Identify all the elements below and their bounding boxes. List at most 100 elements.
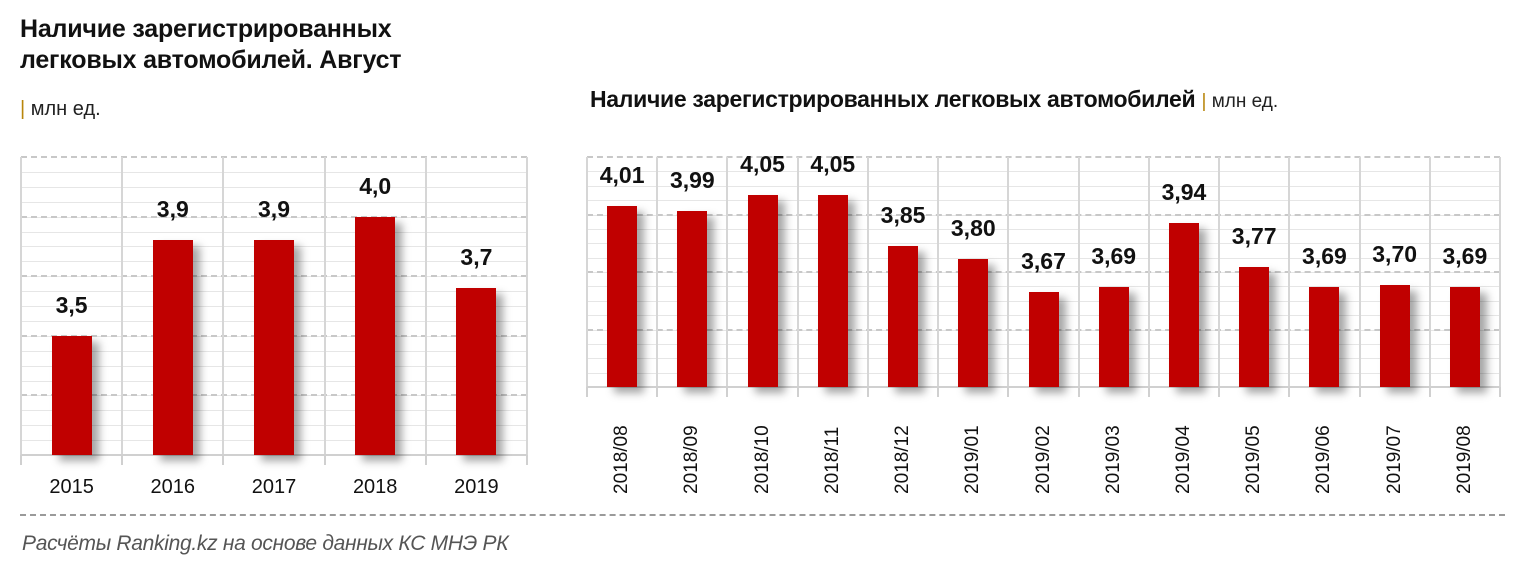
value-label: 3,94 xyxy=(1161,179,1207,206)
value-label: 3,69 xyxy=(1091,243,1137,270)
category-divider xyxy=(1288,157,1291,387)
axis-tick xyxy=(20,455,22,465)
axis-tick xyxy=(121,455,124,465)
value-label: 3,69 xyxy=(1442,243,1488,270)
category-divider xyxy=(1428,157,1431,387)
axis-tick xyxy=(726,387,729,397)
category-divider xyxy=(586,157,588,387)
category-divider xyxy=(121,157,124,455)
axis-tick xyxy=(1288,387,1291,397)
unit-label: млн ед. xyxy=(30,98,101,120)
major-gridline xyxy=(21,156,527,158)
x-axis-label: 2019/01 xyxy=(962,425,984,494)
minor-gridline xyxy=(587,200,1500,202)
category-divider xyxy=(526,157,528,455)
x-axis-label: 2019/05 xyxy=(1243,425,1265,494)
major-gridline xyxy=(587,271,1500,273)
bar xyxy=(355,216,396,455)
category-divider xyxy=(937,157,940,387)
bar xyxy=(152,240,193,455)
bar xyxy=(747,195,778,387)
value-label: 3,99 xyxy=(669,166,715,193)
axis-tick xyxy=(1358,387,1361,397)
value-label: 3,70 xyxy=(1372,240,1418,267)
value-label: 3,7 xyxy=(460,244,493,271)
x-axis-label: 2017 xyxy=(251,476,297,498)
category-divider xyxy=(866,157,869,387)
minor-gridline xyxy=(587,185,1500,187)
x-axis-label: 2018/11 xyxy=(821,426,843,494)
axis-tick xyxy=(1077,387,1080,397)
axis-tick xyxy=(1499,387,1501,397)
major-gridline xyxy=(587,213,1500,216)
category-divider xyxy=(1218,157,1221,387)
axis-tick xyxy=(1428,387,1431,397)
bar xyxy=(51,335,92,455)
left-chart-unit: | млн ед. xyxy=(20,98,101,121)
axis-tick xyxy=(586,387,588,397)
bar xyxy=(958,259,989,387)
value-label: 3,67 xyxy=(1021,248,1066,275)
value-label: 3,69 xyxy=(1302,243,1347,270)
minor-gridline xyxy=(587,228,1500,230)
category-divider xyxy=(1007,157,1010,387)
axis-tick xyxy=(656,387,659,397)
x-axis-label: 2018 xyxy=(352,476,398,498)
axis-tick xyxy=(424,455,427,465)
minor-gridline xyxy=(21,186,527,188)
right-chart-title-text: Наличие зарегистрированных легковых авто… xyxy=(590,86,1196,112)
unit-label: млн ед. xyxy=(1211,91,1279,112)
x-axis-line xyxy=(21,454,527,456)
left-chart-title-line2: легковых автомобилей. Август xyxy=(20,46,402,74)
axis-tick xyxy=(796,387,799,397)
x-axis-label: 2019/08 xyxy=(1453,425,1475,494)
left-chart-title-line1: Наличие зарегистрированных xyxy=(20,15,392,43)
value-label: 4,01 xyxy=(599,161,645,188)
value-label: 3,85 xyxy=(880,202,926,229)
left-bar-chart: 3,5 2015 3,9 2016 3,9 2017 4,0 2018 3,7 2019 xyxy=(20,156,528,498)
bar xyxy=(1309,287,1340,387)
value-label: 3,80 xyxy=(950,215,996,242)
minor-gridline xyxy=(21,231,527,233)
category-divider xyxy=(726,157,729,387)
x-axis-label: 2019/04 xyxy=(1172,425,1194,494)
minor-gridline xyxy=(21,201,527,203)
x-axis-label: 2019/06 xyxy=(1313,425,1335,494)
axis-tick xyxy=(323,455,326,465)
minor-gridline xyxy=(587,257,1500,259)
x-axis-label: 2018/09 xyxy=(681,425,703,494)
axis-tick xyxy=(1147,387,1150,397)
axis-tick xyxy=(1218,387,1221,397)
bar xyxy=(1449,287,1480,387)
value-label: 4,05 xyxy=(740,151,785,178)
x-axis-label: 2019/02 xyxy=(1032,425,1054,494)
right-chart-title: Наличие зарегистрированных легковых авто… xyxy=(590,86,1278,113)
axis-tick xyxy=(1007,387,1010,397)
category-divider xyxy=(656,157,659,387)
bar xyxy=(1239,266,1270,387)
bar xyxy=(1168,223,1199,387)
bar xyxy=(1028,292,1059,387)
bar xyxy=(1098,287,1129,387)
x-axis-label: 2018/10 xyxy=(751,425,773,494)
value-label: 3,5 xyxy=(55,291,88,318)
unit-separator: | xyxy=(20,98,26,120)
unit-separator: | xyxy=(1201,91,1207,112)
category-divider xyxy=(20,157,22,455)
minor-gridline xyxy=(21,171,527,173)
minor-gridline xyxy=(587,286,1500,288)
x-axis-label: 2019 xyxy=(454,476,499,498)
right-bar-chart: 4,01 2018/08 3,99 2018/09 4,05 2018/10 4,05 201… xyxy=(586,151,1501,494)
x-axis-label: 2019/07 xyxy=(1383,425,1405,494)
major-gridline xyxy=(587,156,1500,158)
x-axis-line xyxy=(587,386,1500,388)
x-axis-label: 2015 xyxy=(49,476,94,498)
x-axis-label: 2016 xyxy=(150,476,196,498)
footer-divider xyxy=(20,514,1505,516)
bar xyxy=(888,246,919,387)
major-gridline xyxy=(21,215,527,218)
axis-tick xyxy=(866,387,869,397)
bar xyxy=(254,240,294,455)
axis-tick xyxy=(526,455,528,465)
x-axis-label: 2018/12 xyxy=(892,425,914,494)
